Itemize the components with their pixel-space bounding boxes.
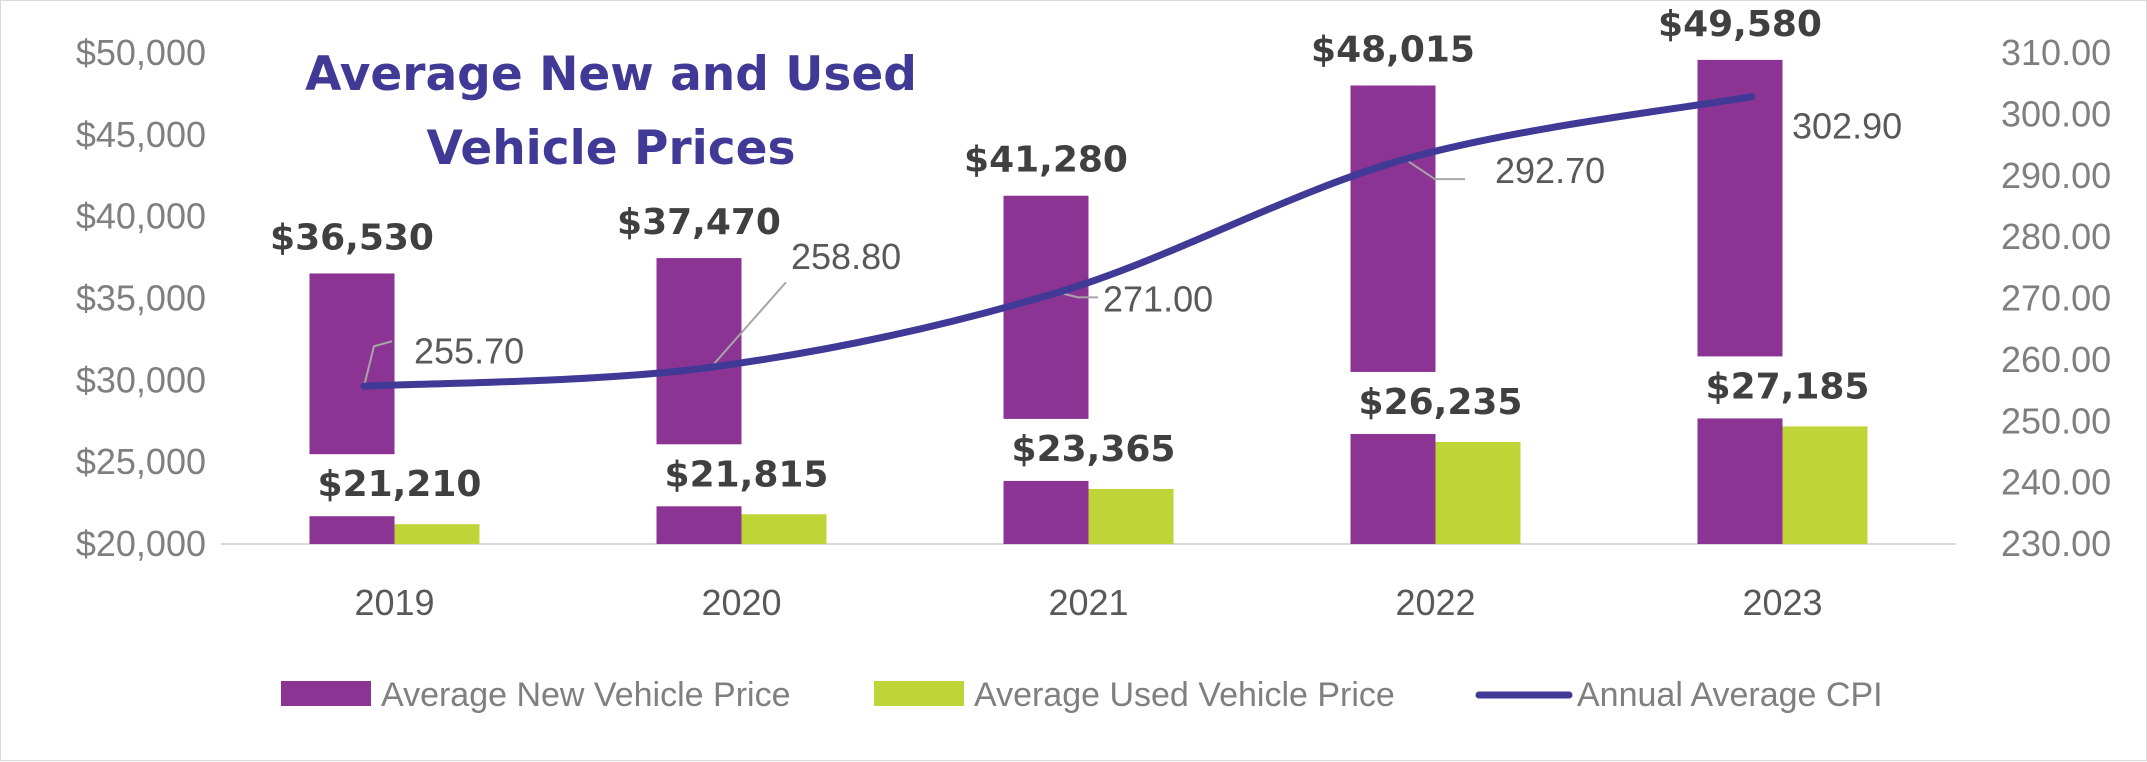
label-new-vehicle-price: $49,580 [1658,4,1822,45]
label-used-price-box [1692,356,1873,419]
bars-group [309,59,1868,545]
label-used-price-box [651,444,832,507]
y-right-tick-label: 250.00 [2001,400,2111,441]
y-right-tick-label: 230.00 [2001,523,2111,564]
y-right-tick-label: 280.00 [2001,216,2111,257]
y-right-tick-label: 260.00 [2001,339,2111,380]
cpi-point [1404,158,1406,160]
y-left-tick-label: $20,000 [76,523,206,564]
label-used-vehicle-price: $21,815 [665,454,829,495]
cpi-leader-line [1404,158,1465,181]
y-left-tick-label: $25,000 [76,441,206,482]
axes-group: $20,000 $25,000 $30,000 $35,000 $40,000 $45,0… [76,32,2111,623]
label-used-vehicle-price: $27,185 [1706,366,1870,407]
label-used-price-box [998,418,1179,481]
label-cpi-value: 302.90 [1792,106,1902,147]
y-left-tick-label: $50,000 [76,32,206,73]
y-right-tick-label: 270.00 [2001,278,2111,319]
legend-label-cpi: Annual Average CPI [1577,676,1883,714]
bar-new-vehicle-price [1697,59,1783,545]
cpi-point [363,385,365,387]
label-new-vehicle-price: $36,530 [270,217,434,258]
cpi-leader-line [1057,291,1098,299]
y-left-tick-label: $40,000 [76,196,206,237]
label-new-vehicle-price: $37,470 [617,202,781,243]
cpi-point [1751,96,1753,98]
label-cpi-value: 255.70 [414,330,524,371]
chart-title-line-2: Vehicle Prices [427,121,796,176]
bar-used-vehicle-price [1088,488,1174,544]
cpi-point [710,366,712,368]
label-used-vehicle-price: $23,365 [1012,429,1176,470]
bar-used-vehicle-price [1782,426,1868,544]
y-left-tick-label: $30,000 [76,359,206,400]
x-tick-label: 2022 [1395,582,1475,623]
legend-label-used-price: Average Used Vehicle Price [974,676,1395,714]
x-tick-label: 2020 [701,582,781,623]
bar-used-vehicle-price [741,514,827,544]
legend-label-new-price: Average New Vehicle Price [381,676,790,714]
leader-lines-group [363,158,1465,387]
x-tick-label: 2019 [354,582,434,623]
label-used-vehicle-price: $21,210 [318,464,482,505]
x-tick-label: 2021 [1048,582,1128,623]
legend: Average New Vehicle Price Average Used V… [281,676,1883,714]
cpi-point [1057,291,1059,293]
cpi-leader-line [710,281,787,368]
legend-swatch-new-price [281,681,371,706]
label-used-vehicle-price: $26,235 [1359,382,1523,423]
bar-new-vehicle-price [1003,195,1089,544]
y-right-tick-label: 240.00 [2001,462,2111,503]
chart-title-group: Average New and Used Vehicle Prices [305,47,917,176]
cpi-line-group [360,93,1756,390]
bar-used-vehicle-price [394,524,480,544]
label-cpi-value: 258.80 [791,236,901,277]
label-new-vehicle-price: $48,015 [1311,29,1475,70]
legend-swatch-used-price [874,681,964,706]
data-labels-group: $36,530 $37,470 $41,280 $48,015 $49,580 $21,2… [270,4,1902,517]
label-new-vehicle-price: $41,280 [964,140,1128,181]
label-cpi-value: 292.70 [1495,150,1605,191]
label-used-price-box [304,454,485,517]
label-used-price-box [1345,371,1526,434]
y-left-tick-label: $35,000 [76,278,206,319]
label-cpi-value: 271.00 [1103,278,1213,319]
cpi-leader-line [363,340,393,387]
y-right-tick-label: 310.00 [2001,32,2111,73]
bar-used-vehicle-price [1435,441,1521,544]
y-left-tick-label: $45,000 [76,114,206,155]
x-tick-label: 2023 [1742,582,1822,623]
y-right-tick-label: 290.00 [2001,155,2111,196]
chart-title-line-1: Average New and Used [305,47,917,102]
y-right-tick-label: 300.00 [2001,93,2111,134]
